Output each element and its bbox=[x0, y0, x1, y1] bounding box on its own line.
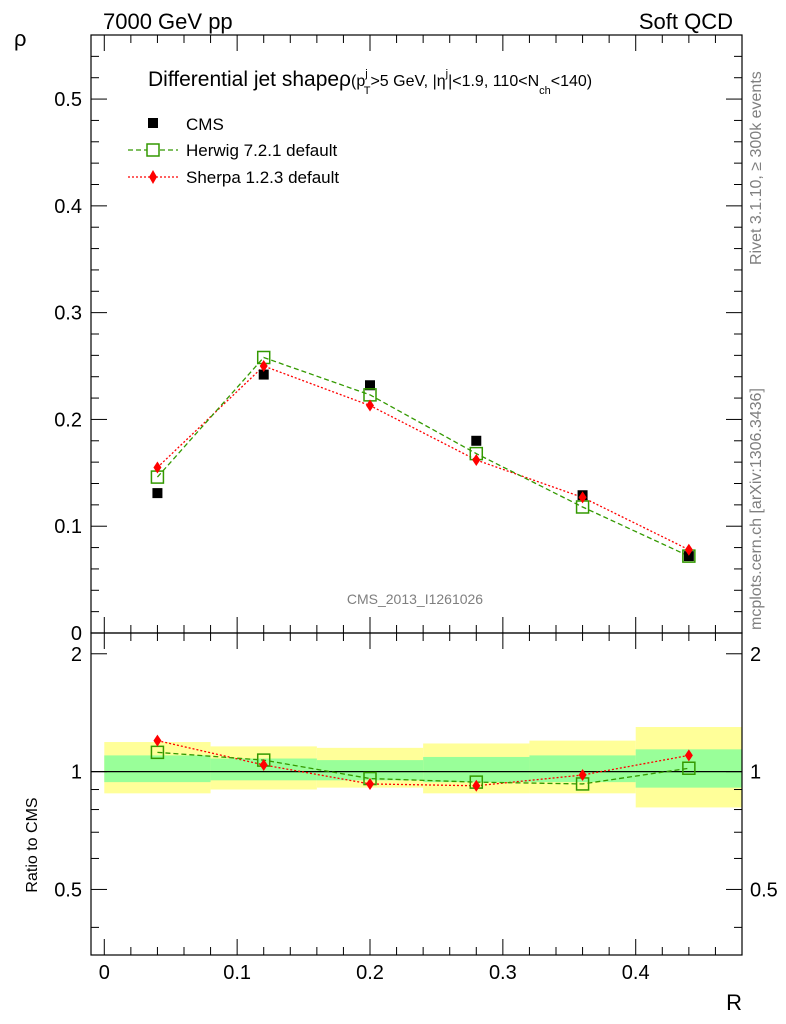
legend: CMS Herwig 7.2.1 default Sherpa 1.2.3 de… bbox=[128, 115, 339, 187]
x-tick-label-2: 0.2 bbox=[356, 962, 384, 984]
cms-point-1 bbox=[258, 369, 269, 380]
main-y-tick-label-4: 0.4 bbox=[54, 196, 82, 218]
sherpa-line bbox=[156, 365, 690, 551]
title-mid: >5 GeV, |η bbox=[370, 73, 445, 90]
ratio-y-tick-label-right-0: 0.5 bbox=[750, 879, 778, 901]
ratio-frame bbox=[90, 632, 743, 956]
watermark: CMS_2013_I1261026 bbox=[347, 591, 483, 607]
main-y-tick-label-1: 0.1 bbox=[54, 516, 82, 538]
ratio-sherpa-line bbox=[157, 739, 689, 787]
title-tail2: <140) bbox=[551, 73, 592, 90]
ratio-uncertainty-bands bbox=[104, 727, 742, 808]
title-tail1: |<1.9, 110<N bbox=[448, 73, 539, 90]
x-tick-label-1: 0.1 bbox=[223, 962, 251, 984]
ratio-panel: 0.5 0.5 1 1 2 2 0 0.1 0.2 0.3 0.4 Ratio to CMS R bbox=[24, 632, 778, 1015]
main-series-lines bbox=[156, 356, 690, 557]
band-inner-2 bbox=[316, 760, 424, 781]
ratio-herwig-point-0 bbox=[150, 745, 165, 760]
legend-sherpa-label: Sherpa 1.2.3 default bbox=[186, 168, 339, 187]
header-right-label: Soft QCD bbox=[639, 9, 733, 34]
sherpa-point-2 bbox=[366, 399, 374, 412]
main-series-markers bbox=[150, 350, 696, 563]
x-axis-label: R bbox=[726, 990, 742, 1015]
ratio-herwig-point-5 bbox=[682, 761, 696, 775]
main-panel: 0 0.1 0.2 0.3 0.4 0.5 ρ CMS_2013_I1261026 Dif… bbox=[14, 26, 743, 645]
title-p-sup: j bbox=[364, 68, 367, 80]
cms-point-5 bbox=[683, 551, 694, 562]
legend-herwig-marker bbox=[146, 143, 160, 157]
cms-point-2 bbox=[365, 380, 375, 391]
herwig-point-2 bbox=[363, 388, 377, 402]
rivet-version-label: Rivet 3.1.10, ≥ 300k events bbox=[748, 71, 765, 265]
legend-cms-marker bbox=[148, 118, 158, 128]
sherpa-point-5 bbox=[684, 543, 693, 556]
title-p: (p bbox=[351, 73, 365, 90]
main-y-tick-label-3: 0.3 bbox=[54, 303, 82, 325]
y-axis-label: ρ bbox=[14, 26, 27, 51]
ratio-sherpa-point-5 bbox=[684, 749, 693, 762]
ratio-y-tick-label-right-2: 2 bbox=[750, 644, 761, 666]
ratio-herwig-line bbox=[157, 751, 689, 785]
ratio-axis-ticks: 0.5 0.5 1 1 2 2 0 0.1 0.2 0.3 0.4 bbox=[54, 633, 778, 984]
ratio-sherpa-point-0 bbox=[153, 734, 162, 747]
title-n-sub: ch bbox=[539, 85, 551, 97]
band-inner-3 bbox=[423, 756, 530, 783]
cms-point-0 bbox=[152, 488, 163, 499]
legend-cms-label: CMS bbox=[186, 115, 224, 134]
band-inner-0 bbox=[104, 755, 211, 783]
main-y-tick-label-2: 0.2 bbox=[54, 409, 82, 431]
ratio-sherpa-point-2 bbox=[366, 777, 374, 790]
ratio-sherpa-point-3 bbox=[472, 779, 481, 792]
ratio-sherpa-point-1 bbox=[259, 758, 268, 771]
legend-herwig-label: Herwig 7.2.1 default bbox=[186, 141, 337, 160]
sherpa-point-0 bbox=[153, 461, 162, 474]
ratio-y-tick-label-left-0: 0.5 bbox=[54, 879, 82, 901]
title-eta-sup: j bbox=[445, 68, 448, 80]
title-main: Differential jet shapeρ bbox=[148, 68, 351, 91]
main-y-tick-label-5: 0.5 bbox=[54, 89, 82, 111]
ratio-series-markers bbox=[150, 734, 696, 792]
x-tick-label-0: 0 bbox=[99, 962, 110, 984]
sherpa-point-1 bbox=[259, 360, 268, 373]
ratio-series-lines bbox=[157, 739, 689, 787]
ratio-y-tick-label-right-1: 1 bbox=[750, 762, 761, 784]
title-p-sub: T bbox=[364, 85, 371, 97]
ratio-y-tick-label-left-2: 2 bbox=[71, 644, 82, 666]
legend-sherpa-marker bbox=[149, 170, 157, 184]
cms-point-3 bbox=[471, 435, 482, 446]
ratio-y-tick-label-left-1: 1 bbox=[71, 762, 82, 784]
ratio-sherpa-point-4 bbox=[578, 769, 587, 782]
main-y-tick-label-0: 0 bbox=[71, 623, 82, 645]
sherpa-point-3 bbox=[472, 454, 481, 467]
sherpa-point-4 bbox=[578, 491, 587, 504]
x-tick-label-3: 0.3 bbox=[489, 962, 517, 984]
mcplots-label: mcplots.cern.ch [arXiv:1306.3436] bbox=[748, 388, 765, 630]
ratio-y-axis-label: Ratio to CMS bbox=[24, 797, 41, 892]
plot-title: Differential jet shapeρ(pj T>5 GeV, |ηj|<… bbox=[148, 68, 592, 97]
x-tick-label-4: 0.4 bbox=[622, 962, 650, 984]
herwig-line bbox=[156, 356, 690, 557]
main-axis-ticks: 0 0.1 0.2 0.3 0.4 0.5 bbox=[54, 34, 743, 645]
header-left-label: 7000 GeV pp bbox=[103, 9, 233, 34]
